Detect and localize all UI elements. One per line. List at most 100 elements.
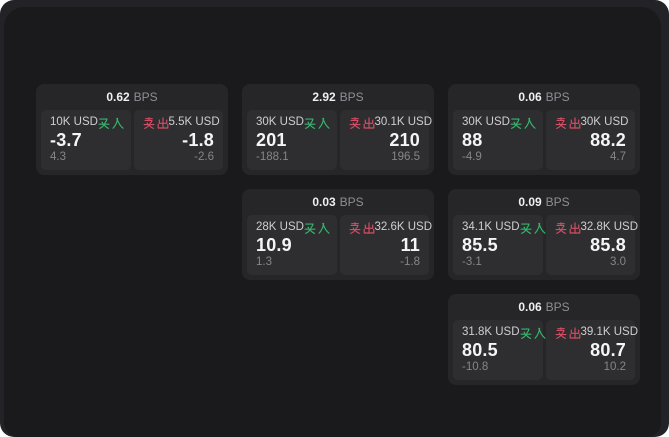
- card-body: 31.8K USD 80.5 -10.8 39.1K USD: [448, 320, 640, 380]
- card-body: 28K USD 10.9 1.3 32.6K USD 11: [242, 215, 434, 275]
- buy-price: 10.9: [256, 235, 292, 255]
- buy-amount: 34.1K USD: [462, 221, 520, 233]
- sell-quote-tile[interactable]: 32.6K USD 11 -1.8: [339, 215, 433, 275]
- sell-label: [349, 117, 375, 129]
- hanzi-chu-icon: [569, 327, 581, 339]
- buy-top-row: 31.8K USD: [462, 326, 534, 339]
- sell-price: 88.2: [590, 130, 626, 150]
- buy-quote-tile[interactable]: 34.1K USD 85.5 -3.1: [453, 215, 543, 275]
- sell-top-row: 5.5K USD: [143, 116, 220, 129]
- sell-change: -2.6: [194, 151, 214, 163]
- card-header: 0.62 BPS: [36, 84, 228, 110]
- quote-card: 0.06 BPS 30K USD 88 -4.9: [448, 84, 640, 175]
- bps-unit: BPS: [339, 195, 364, 209]
- hanzi-mai-sell-icon: [349, 117, 361, 129]
- sell-change: 3.0: [610, 256, 626, 268]
- hanzi-chu-icon: [363, 222, 375, 234]
- buy-price: -3.7: [50, 130, 82, 150]
- quote-card: 0.06 BPS 31.8K USD 80.5 -10.8: [448, 294, 640, 385]
- sell-price: 85.8: [590, 235, 626, 255]
- hanzi-mai-buy-icon: [510, 117, 522, 129]
- buy-quote-tile[interactable]: 10K USD -3.7 4.3: [41, 110, 131, 170]
- sell-change: 4.7: [610, 151, 626, 163]
- bps-value: 2.92: [312, 90, 336, 104]
- quote-card: 0.62 BPS 10K USD -3.7 4.3: [36, 84, 228, 175]
- buy-label: [304, 222, 330, 234]
- buy-quote-tile[interactable]: 28K USD 10.9 1.3: [247, 215, 337, 275]
- hanzi-chu-icon: [569, 117, 581, 129]
- quote-card: 2.92 BPS 30K USD 201 -188.1: [242, 84, 434, 175]
- bps-value: 0.03: [312, 195, 336, 209]
- hanzi-mai-buy-icon: [520, 327, 532, 339]
- hanzi-mai-buy-icon: [304, 222, 316, 234]
- buy-quote-tile[interactable]: 31.8K USD 80.5 -10.8: [453, 320, 543, 380]
- hanzi-mai-sell-icon: [555, 117, 567, 129]
- sell-price: -1.8: [182, 130, 214, 150]
- buy-change: 4.3: [50, 151, 66, 163]
- bps-unit: BPS: [545, 195, 570, 209]
- buy-amount: 30K USD: [256, 116, 304, 128]
- sell-top-row: 32.8K USD: [555, 221, 638, 234]
- buy-amount: 31.8K USD: [462, 326, 520, 338]
- card-header: 0.03 BPS: [242, 189, 434, 215]
- sell-price: 210: [389, 130, 420, 150]
- bps-value: 0.09: [518, 195, 542, 209]
- sell-quote-tile[interactable]: 5.5K USD -1.8 -2.6: [133, 110, 223, 170]
- card-header: 0.06 BPS: [448, 294, 640, 320]
- buy-label: [304, 117, 330, 129]
- card-body: 30K USD 201 -188.1 30.1K USD: [242, 110, 434, 170]
- buy-change: -188.1: [256, 151, 289, 163]
- buy-top-row: 10K USD: [50, 116, 122, 129]
- sell-price: 11: [400, 235, 420, 255]
- sell-quote-tile[interactable]: 39.1K USD 80.7 10.2: [545, 320, 638, 380]
- buy-amount: 28K USD: [256, 221, 304, 233]
- hanzi-chu-icon: [157, 117, 169, 129]
- buy-price: 85.5: [462, 235, 498, 255]
- sell-amount: 5.5K USD: [168, 116, 220, 128]
- buy-label: [98, 117, 124, 129]
- bps-value: 0.62: [106, 90, 130, 104]
- sell-top-row: 30K USD: [555, 116, 628, 129]
- hanzi-mai-buy-icon: [98, 117, 110, 129]
- card-header: 0.06 BPS: [448, 84, 640, 110]
- hanzi-ru-icon: [318, 222, 330, 234]
- sell-label: [555, 117, 581, 129]
- hanzi-ru-icon: [318, 117, 330, 129]
- sell-amount: 30.1K USD: [374, 116, 433, 128]
- buy-change: -4.9: [462, 151, 482, 163]
- bps-value: 0.06: [518, 90, 542, 104]
- sell-quote-tile[interactable]: 30.1K USD 210 196.5: [339, 110, 432, 170]
- buy-top-row: 34.1K USD: [462, 221, 534, 234]
- sell-label: [555, 222, 581, 234]
- sell-amount: 39.1K USD: [580, 326, 639, 338]
- sell-quote-tile[interactable]: 32.8K USD 85.8 3.0: [545, 215, 638, 275]
- sell-amount: 32.8K USD: [580, 221, 639, 233]
- hanzi-chu-icon: [569, 222, 581, 234]
- buy-price: 80.5: [462, 340, 498, 360]
- sell-change: 10.2: [603, 361, 626, 373]
- sell-label: [143, 117, 169, 129]
- card-body: 10K USD -3.7 4.3 5.5K USD -1.: [36, 110, 228, 170]
- bps-value: 0.06: [518, 300, 542, 314]
- buy-quote-tile[interactable]: 30K USD 88 -4.9: [453, 110, 543, 170]
- buy-change: 1.3: [256, 256, 272, 268]
- bps-unit: BPS: [339, 90, 364, 104]
- card-body: 34.1K USD 85.5 -3.1 32.8K USD: [448, 215, 640, 275]
- buy-top-row: 28K USD: [256, 221, 328, 234]
- sell-label: [349, 222, 375, 234]
- card-header: 2.92 BPS: [242, 84, 434, 110]
- sell-top-row: 30.1K USD: [349, 116, 432, 129]
- sell-top-row: 39.1K USD: [555, 326, 638, 339]
- buy-label: [520, 327, 546, 339]
- sell-amount: 32.6K USD: [374, 221, 433, 233]
- quote-card: 0.03 BPS 28K USD 10.9 1.3: [242, 189, 434, 280]
- sell-change: -1.8: [400, 256, 420, 268]
- sell-quote-tile[interactable]: 30K USD 88.2 4.7: [545, 110, 635, 170]
- hanzi-ru-icon: [112, 117, 124, 129]
- buy-top-row: 30K USD: [256, 116, 328, 129]
- buy-quote-tile[interactable]: 30K USD 201 -188.1: [247, 110, 337, 170]
- bps-unit: BPS: [545, 300, 570, 314]
- buy-change: -3.1: [462, 256, 482, 268]
- card-body: 30K USD 88 -4.9 30K USD 88.2: [448, 110, 640, 170]
